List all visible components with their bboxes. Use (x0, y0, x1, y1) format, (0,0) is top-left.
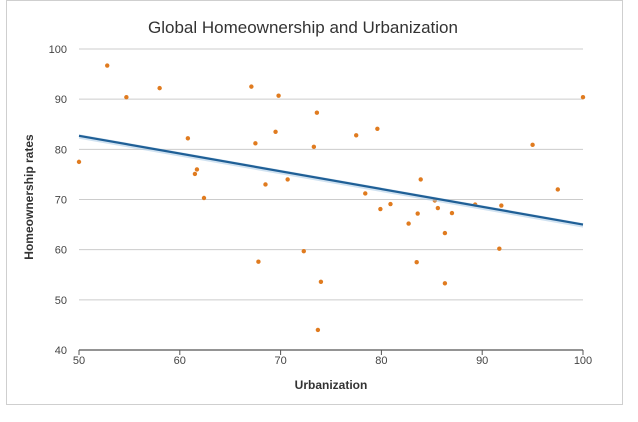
data-point (249, 84, 254, 89)
trendline-group (78, 134, 584, 228)
data-point (378, 206, 383, 212)
data-point (363, 191, 368, 196)
axis-ticks: 40 50 60 70 80 90 100 50 60 70 80 90 100 (49, 44, 593, 367)
data-point (580, 94, 586, 100)
data-point (105, 63, 110, 68)
data-point (406, 221, 411, 226)
x-tick-label: 70 (274, 355, 286, 367)
data-point (256, 259, 261, 264)
data-point (124, 94, 129, 100)
data-point (418, 177, 423, 182)
data-point (76, 159, 82, 165)
y-tick-label: 40 (55, 345, 67, 357)
x-tick-label: 50 (73, 355, 85, 367)
x-tick-label: 100 (574, 355, 592, 367)
x-tick-label: 60 (174, 355, 186, 367)
x-tick-label: 90 (476, 355, 488, 367)
data-point (555, 187, 560, 192)
data-point (499, 203, 504, 208)
data-point (276, 93, 281, 98)
data-point (530, 142, 535, 148)
data-point (354, 133, 359, 138)
y-axis-label: Homeownership rates (22, 134, 36, 260)
data-point (435, 205, 441, 211)
y-tick-label: 50 (55, 295, 67, 307)
data-point (414, 260, 419, 265)
data-point (273, 129, 278, 134)
data-point (318, 279, 324, 284)
x-tick-label: 80 (375, 355, 387, 367)
y-tick-label: 90 (55, 94, 67, 106)
data-point (311, 144, 317, 150)
data-point (263, 182, 268, 187)
data-point (201, 195, 207, 201)
x-axis-label: Urbanization (295, 378, 368, 392)
data-points (76, 63, 586, 333)
y-tick-label: 60 (55, 245, 67, 257)
data-point (388, 201, 393, 207)
data-point (253, 141, 258, 146)
data-point (449, 210, 455, 216)
data-point (194, 167, 200, 172)
y-tick-label: 70 (55, 195, 67, 207)
chart-title: Global Homeownership and Urbanization (148, 18, 458, 37)
trendline (78, 134, 584, 226)
data-point (442, 230, 448, 236)
data-point (375, 126, 380, 131)
data-point (314, 110, 320, 115)
data-point (442, 281, 448, 286)
chart-frame (6, 0, 623, 405)
data-point (315, 327, 321, 333)
data-point (192, 171, 198, 177)
data-point (185, 136, 191, 141)
y-tick-label: 100 (49, 44, 67, 56)
data-point (415, 211, 420, 216)
data-point (157, 85, 162, 91)
data-point (301, 248, 306, 254)
y-tick-label: 80 (55, 144, 67, 156)
data-point (285, 177, 290, 182)
data-point (497, 246, 502, 251)
grid-lines (79, 48, 583, 351)
